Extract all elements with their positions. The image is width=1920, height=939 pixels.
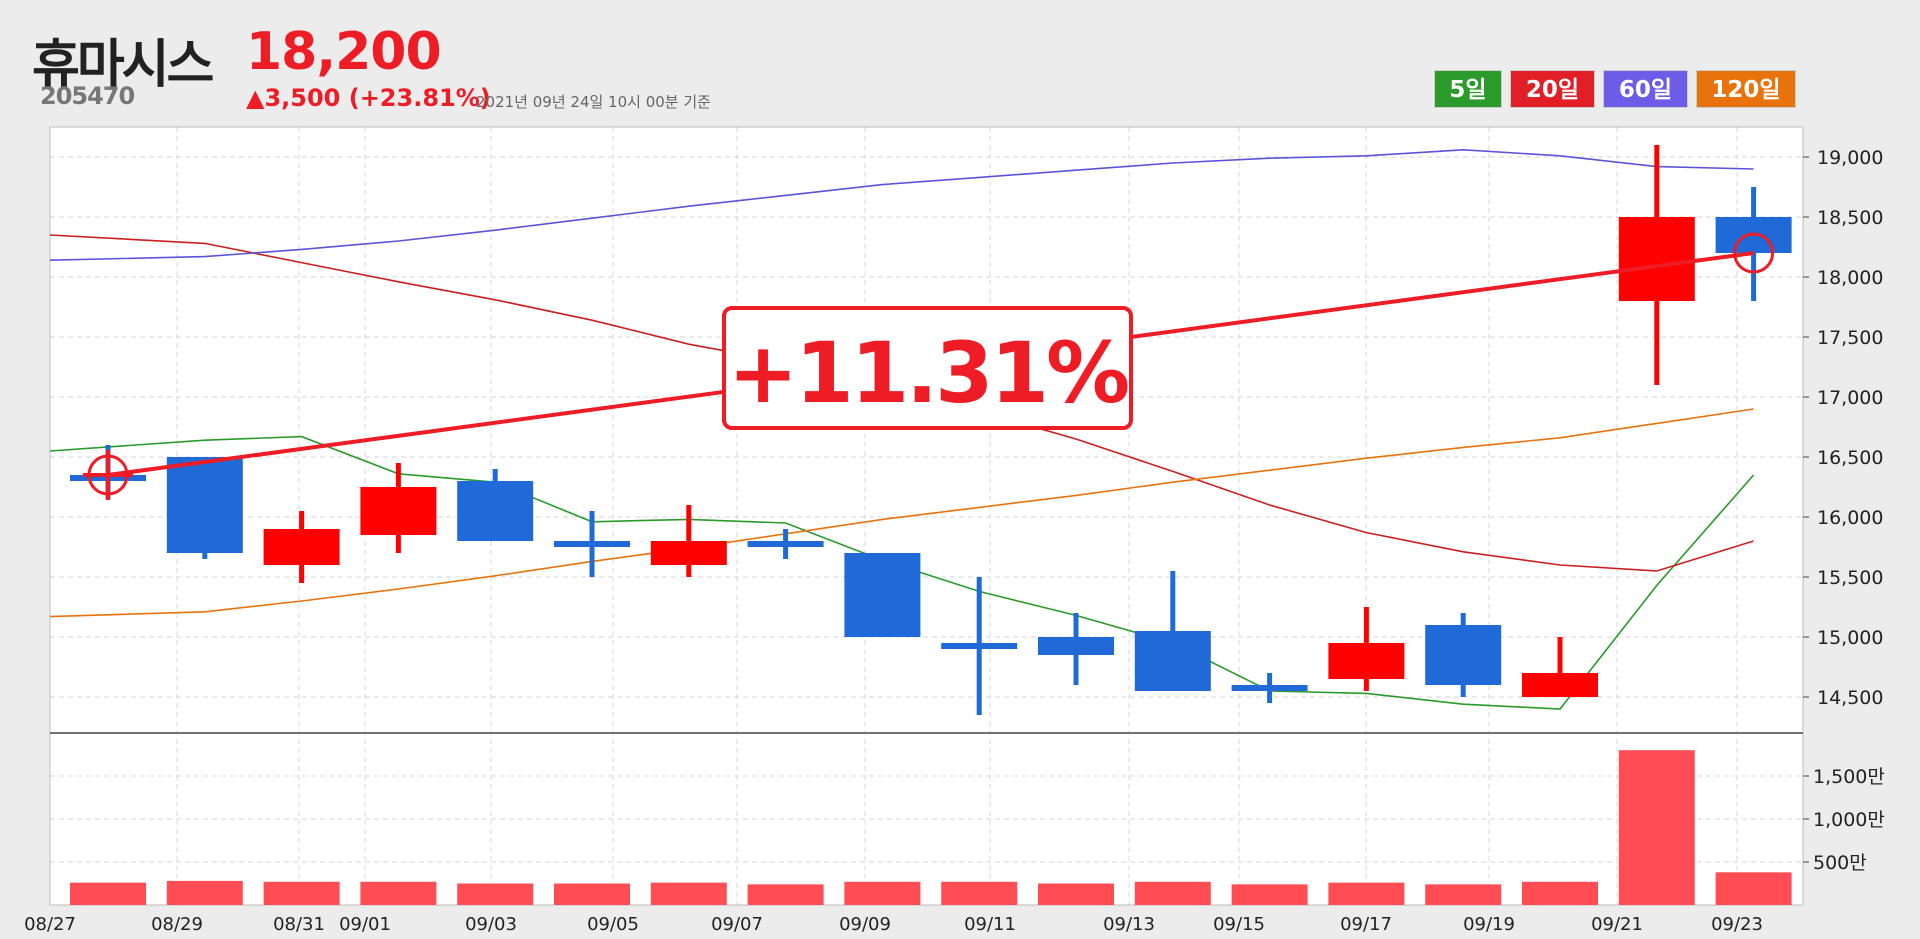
volume-bar xyxy=(1231,884,1308,905)
volume-bar xyxy=(747,884,824,905)
price-change: ▲3,500 (+23.81%) xyxy=(246,84,491,112)
volume-bar xyxy=(360,881,437,905)
candle-body xyxy=(554,541,630,547)
candle-body xyxy=(1618,217,1695,301)
volume-bar xyxy=(650,882,727,905)
price-tick-label: 16,500 xyxy=(1817,447,1883,469)
price-tick-label: 17,000 xyxy=(1817,387,1883,409)
volume-tick-label: 1,500만 xyxy=(1813,766,1885,788)
volume-bar xyxy=(941,881,1018,905)
x-tick-label: 09/11 xyxy=(964,914,1016,935)
price-tick-label: 18,500 xyxy=(1817,207,1883,229)
ma-120-button[interactable]: 120일 xyxy=(1696,70,1796,108)
volume-bar xyxy=(1618,750,1695,905)
x-tick-label: 09/21 xyxy=(1591,914,1643,935)
volume-bar xyxy=(457,883,534,905)
candle-body xyxy=(941,643,1018,649)
candle-body xyxy=(360,487,437,535)
volume-bar xyxy=(844,881,921,905)
volume-bar xyxy=(1522,881,1598,905)
candle-body xyxy=(1134,631,1211,691)
ma-line xyxy=(49,408,1754,618)
x-tick-label: 08/27 xyxy=(24,914,76,935)
candle-body xyxy=(457,481,534,541)
moving-average-toggles: 5일 20일 60일 120일 xyxy=(1434,70,1796,108)
x-tick-label: 09/23 xyxy=(1711,914,1763,935)
ma-line xyxy=(49,148,1754,261)
x-tick-label: 09/19 xyxy=(1463,914,1515,935)
price-tick-label: 15,000 xyxy=(1817,627,1883,649)
gain-callout-box xyxy=(722,306,1133,430)
candle-body xyxy=(1425,625,1502,685)
candle-body xyxy=(747,541,824,547)
volume-bar xyxy=(1715,872,1792,905)
price-tick-label: 17,500 xyxy=(1817,327,1883,349)
ma-20-button[interactable]: 20일 xyxy=(1510,70,1595,108)
candle-body xyxy=(166,457,243,553)
x-tick-label: 09/13 xyxy=(1103,914,1155,935)
volume-bar xyxy=(1134,881,1211,905)
volume-bar xyxy=(70,882,146,905)
candle-body xyxy=(1231,685,1308,691)
stock-code: 205470 xyxy=(40,82,135,110)
volume-bar xyxy=(554,883,630,905)
volume-bar xyxy=(263,881,340,905)
candle-body xyxy=(1522,673,1598,697)
plot-border xyxy=(49,126,1804,906)
current-price: 18,200 xyxy=(246,22,442,82)
ma-line xyxy=(49,435,1755,710)
x-tick-label: 09/05 xyxy=(587,914,639,935)
x-tick-label: 09/17 xyxy=(1340,914,1392,935)
price-tick-label: 14,500 xyxy=(1817,687,1883,709)
x-tick-label: 08/29 xyxy=(151,914,203,935)
x-tick-label: 09/01 xyxy=(339,914,391,935)
stock-name: 휴마시스 xyxy=(32,35,214,95)
volume-tick-label: 1,000만 xyxy=(1813,809,1885,831)
ma-60-button[interactable]: 60일 xyxy=(1603,70,1688,108)
price-tick-label: 19,000 xyxy=(1817,147,1883,169)
price-tick-label: 18,000 xyxy=(1817,267,1883,289)
candle-body xyxy=(844,553,921,637)
timestamp: 2021년 09년 24일 10시 00분 기준 xyxy=(476,93,711,111)
volume-bar xyxy=(1328,882,1405,905)
price-tick-label: 15,500 xyxy=(1817,567,1883,589)
stock-header: 휴마시스 205470 18,200 ▲3,500 (+23.81%) 2021… xyxy=(0,0,1920,125)
candle-body xyxy=(1038,637,1114,655)
price-tick-label: 16,000 xyxy=(1817,507,1883,529)
volume-bar xyxy=(1425,884,1502,905)
x-tick-label: 09/03 xyxy=(465,914,517,935)
candle-body xyxy=(1328,643,1405,679)
volume-tick-label: 500만 xyxy=(1813,852,1867,874)
volume-bar xyxy=(166,880,243,905)
x-tick-label: 09/09 xyxy=(839,914,891,935)
volume-bar xyxy=(1038,883,1114,905)
candle-body xyxy=(650,541,727,565)
gain-callout-label: +11.31% xyxy=(728,324,1128,422)
ma-5-button[interactable]: 5일 xyxy=(1434,70,1502,108)
x-tick-label: 08/31 xyxy=(273,914,325,935)
x-tick-label: 09/15 xyxy=(1213,914,1265,935)
end-marker-circle xyxy=(1733,232,1775,274)
x-tick-label: 09/07 xyxy=(711,914,763,935)
candle-body xyxy=(263,529,340,565)
